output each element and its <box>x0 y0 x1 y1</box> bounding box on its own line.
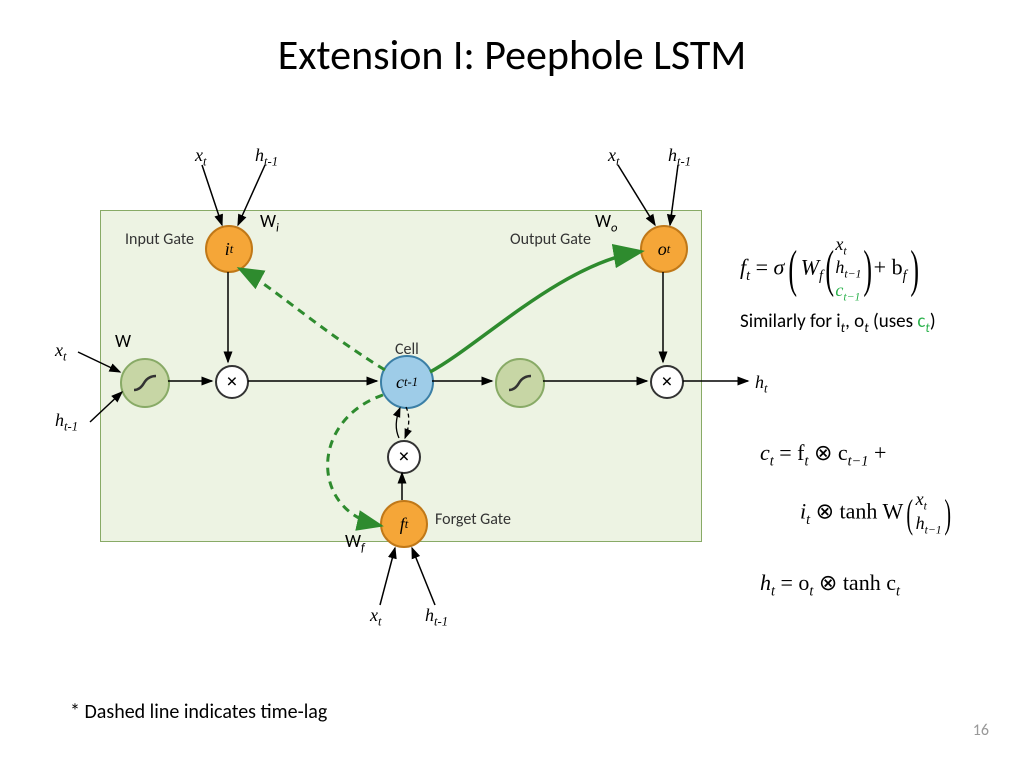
xt-label-o: xt <box>608 145 620 170</box>
Wo-label: Wo <box>595 210 617 236</box>
xt-label-i: xt <box>195 145 207 170</box>
output-gate-label: Output Gate <box>510 230 591 249</box>
eq-ht: ht = ot ⊗ tanh ct <box>760 570 900 600</box>
mult-output: × <box>650 365 684 399</box>
footnote: * Dashed line indicates time-lag <box>70 700 327 724</box>
cell-node: ct-1 <box>380 355 434 409</box>
ht1-label-i: ht-1 <box>255 145 278 170</box>
ht1-label-w: ht-1 <box>55 410 78 435</box>
eq-ct-line2: it ⊗ tanh W ( xt ht−1 ) <box>800 490 948 537</box>
ht1-label-o: ht-1 <box>668 145 691 170</box>
mult-forget: × <box>387 440 421 474</box>
tanh-w-node <box>120 358 170 408</box>
W-label: W <box>115 330 131 352</box>
xt-label-f: xt <box>370 605 382 630</box>
mult-input: × <box>215 365 249 399</box>
slide-title: Extension I: Peephole LSTM <box>0 30 1024 81</box>
input-gate-node: it <box>205 225 253 273</box>
ht1-label-f: ht-1 <box>425 605 448 630</box>
output-gate-node: ot <box>640 225 688 273</box>
eq-ft: ft = σ ( Wf ( xt ht−1 ct−1 ) + bf ) <box>740 235 1020 304</box>
tanh-out-node <box>495 358 545 408</box>
input-gate-label: Input Gate <box>125 230 194 249</box>
page-number: 16 <box>973 721 989 740</box>
eq-ct-line1: ct = ft ⊗ ct−1 + <box>760 440 886 470</box>
eq-similarly-note: Similarly for it, ot (uses ct) <box>740 310 936 336</box>
Wi-label: Wi <box>260 210 279 236</box>
forget-gate-label: Forget Gate <box>435 510 511 529</box>
xt-label-w: xt <box>55 340 67 365</box>
forget-gate-node: ft <box>380 500 428 548</box>
Wf-label: Wf <box>345 530 365 556</box>
ht-output-label: ht <box>755 372 768 397</box>
